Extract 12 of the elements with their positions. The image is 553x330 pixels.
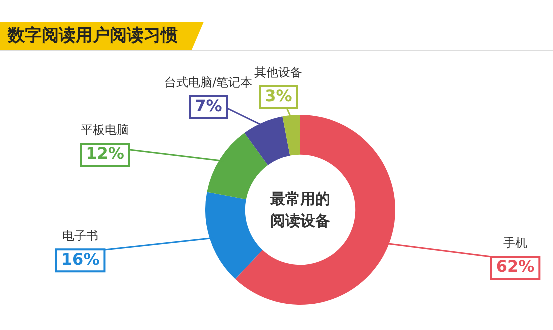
data-label: 12% [86,144,124,164]
slice-label: 手机 [504,236,528,250]
chart-title: 数字阅读用户阅读习惯 [0,22,204,50]
data-label: 7% [195,96,222,116]
slice-label: 其他设备 [254,66,303,80]
data-label: 16% [61,250,100,269]
slice-label: 台式电脑/笔记本 [164,75,253,90]
slice-label: 平板电脑 [81,123,130,138]
text: 最常用的阅读设备 [270,190,330,230]
data-label: 62% [496,257,535,276]
slice-label: 电子书 [62,228,99,243]
data-label: 3% [265,86,292,106]
